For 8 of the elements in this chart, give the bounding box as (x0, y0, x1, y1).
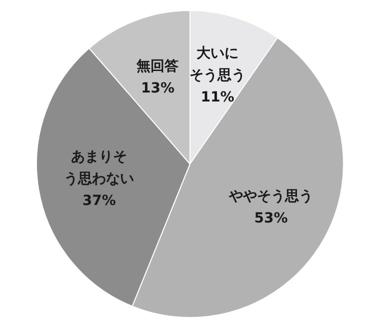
data-label: 37% (82, 192, 116, 209)
data-label: 53% (254, 210, 288, 226)
data-label: 13% (140, 80, 174, 96)
data-label: 11% (200, 90, 234, 106)
slice-label: 無回答 (136, 58, 179, 74)
slice-label: あまりそう思わない (64, 148, 134, 187)
slice-label: ややそう思う (228, 188, 313, 204)
slice-label: 大いにそう思う (189, 46, 246, 84)
